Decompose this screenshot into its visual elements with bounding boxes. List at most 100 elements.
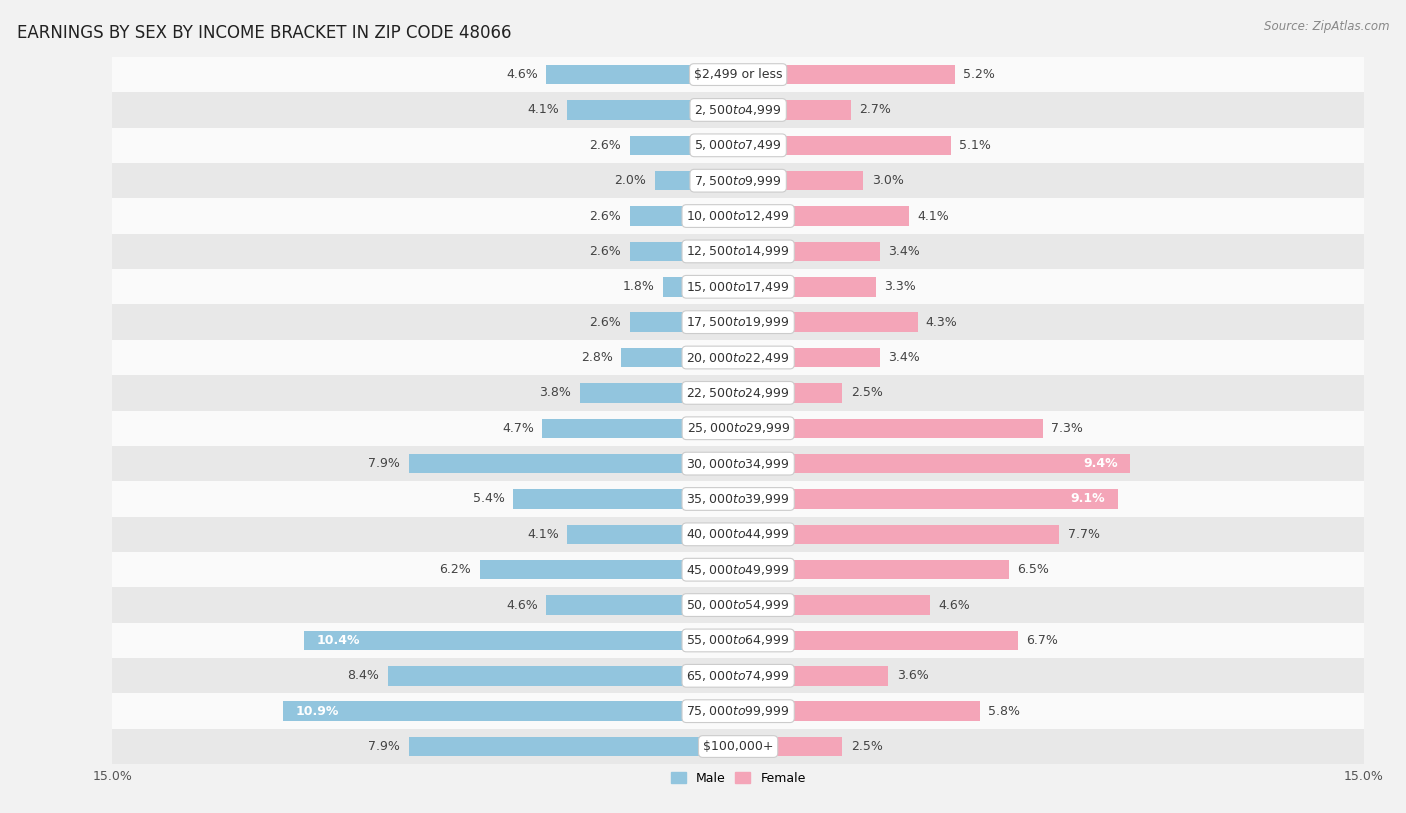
Bar (388, 666, 738, 685)
Bar (738, 524, 1059, 544)
Text: $50,000 to $54,999: $50,000 to $54,999 (686, 598, 790, 612)
Text: $75,000 to $99,999: $75,000 to $99,999 (686, 704, 790, 718)
Text: EARNINGS BY SEX BY INCOME BRACKET IN ZIP CODE 48066: EARNINGS BY SEX BY INCOME BRACKET IN ZIP… (17, 24, 512, 42)
Legend: Male, Female: Male, Female (665, 767, 811, 789)
Text: 9.1%: 9.1% (1070, 493, 1105, 506)
Text: 4.7%: 4.7% (502, 422, 534, 435)
Bar (738, 419, 1043, 438)
Text: $5,000 to $7,499: $5,000 to $7,499 (695, 138, 782, 152)
Text: $2,499 or less: $2,499 or less (695, 68, 782, 81)
Text: 3.4%: 3.4% (889, 351, 920, 364)
Text: 2.6%: 2.6% (589, 315, 621, 328)
Bar (630, 241, 738, 261)
Text: $10,000 to $12,499: $10,000 to $12,499 (686, 209, 790, 223)
Bar (738, 100, 851, 120)
Bar (567, 524, 738, 544)
Text: $22,500 to $24,999: $22,500 to $24,999 (686, 386, 790, 400)
Bar (738, 65, 955, 85)
Text: 5.4%: 5.4% (472, 493, 505, 506)
Bar (112, 411, 1364, 446)
Text: 4.6%: 4.6% (506, 598, 538, 611)
Bar (738, 171, 863, 190)
Bar (738, 277, 876, 297)
Bar (738, 348, 880, 367)
Text: 6.5%: 6.5% (1018, 563, 1049, 576)
Bar (112, 729, 1364, 764)
Bar (738, 312, 918, 332)
Text: 2.5%: 2.5% (851, 386, 883, 399)
Text: 3.4%: 3.4% (889, 245, 920, 258)
Bar (738, 737, 842, 756)
Bar (738, 383, 842, 402)
Text: 1.8%: 1.8% (623, 280, 655, 293)
Text: 2.6%: 2.6% (589, 245, 621, 258)
Bar (579, 383, 738, 402)
Bar (112, 552, 1364, 587)
Bar (479, 560, 738, 580)
Text: Source: ZipAtlas.com: Source: ZipAtlas.com (1264, 20, 1389, 33)
Text: 7.9%: 7.9% (368, 457, 401, 470)
Text: 3.6%: 3.6% (897, 669, 928, 682)
Bar (567, 100, 738, 120)
Bar (284, 702, 738, 721)
Bar (738, 595, 929, 615)
Text: 3.3%: 3.3% (884, 280, 915, 293)
Bar (738, 241, 880, 261)
Bar (738, 666, 889, 685)
Text: 8.4%: 8.4% (347, 669, 380, 682)
Bar (738, 489, 1118, 509)
Bar (547, 595, 738, 615)
Bar (409, 737, 738, 756)
Text: 2.7%: 2.7% (859, 103, 891, 116)
Bar (112, 693, 1364, 729)
Text: 5.1%: 5.1% (959, 139, 991, 152)
Bar (738, 207, 910, 226)
Bar (112, 517, 1364, 552)
Text: 4.6%: 4.6% (506, 68, 538, 81)
Bar (112, 163, 1364, 198)
Text: $17,500 to $19,999: $17,500 to $19,999 (686, 315, 790, 329)
Text: $2,500 to $4,999: $2,500 to $4,999 (695, 103, 782, 117)
Text: 2.8%: 2.8% (581, 351, 613, 364)
Bar (738, 136, 950, 155)
Bar (112, 623, 1364, 658)
Text: 6.2%: 6.2% (440, 563, 471, 576)
Bar (738, 631, 1018, 650)
Text: 5.8%: 5.8% (988, 705, 1021, 718)
Text: 7.7%: 7.7% (1067, 528, 1099, 541)
Text: $35,000 to $39,999: $35,000 to $39,999 (686, 492, 790, 506)
Bar (630, 312, 738, 332)
Bar (112, 128, 1364, 163)
Bar (547, 65, 738, 85)
Text: $45,000 to $49,999: $45,000 to $49,999 (686, 563, 790, 576)
Text: 10.9%: 10.9% (297, 705, 339, 718)
Text: 4.6%: 4.6% (938, 598, 970, 611)
Bar (738, 560, 1010, 580)
Text: 2.6%: 2.6% (589, 210, 621, 223)
Bar (112, 659, 1364, 693)
Text: $12,500 to $14,999: $12,500 to $14,999 (686, 245, 790, 259)
Text: 4.1%: 4.1% (527, 528, 558, 541)
Text: $100,000+: $100,000+ (703, 740, 773, 753)
Text: 7.3%: 7.3% (1050, 422, 1083, 435)
Bar (112, 587, 1364, 623)
Text: 4.1%: 4.1% (527, 103, 558, 116)
Text: $30,000 to $34,999: $30,000 to $34,999 (686, 457, 790, 471)
Bar (621, 348, 738, 367)
Bar (630, 136, 738, 155)
Bar (655, 171, 738, 190)
Bar (112, 340, 1364, 375)
Bar (543, 419, 738, 438)
Bar (112, 57, 1364, 92)
Text: 6.7%: 6.7% (1026, 634, 1057, 647)
Text: $25,000 to $29,999: $25,000 to $29,999 (686, 421, 790, 435)
Text: 4.3%: 4.3% (925, 315, 957, 328)
Bar (112, 375, 1364, 411)
Bar (738, 454, 1130, 473)
Text: $15,000 to $17,499: $15,000 to $17,499 (686, 280, 790, 293)
Bar (112, 304, 1364, 340)
Text: 4.1%: 4.1% (918, 210, 949, 223)
Bar (738, 702, 980, 721)
Text: 2.6%: 2.6% (589, 139, 621, 152)
Bar (112, 92, 1364, 128)
